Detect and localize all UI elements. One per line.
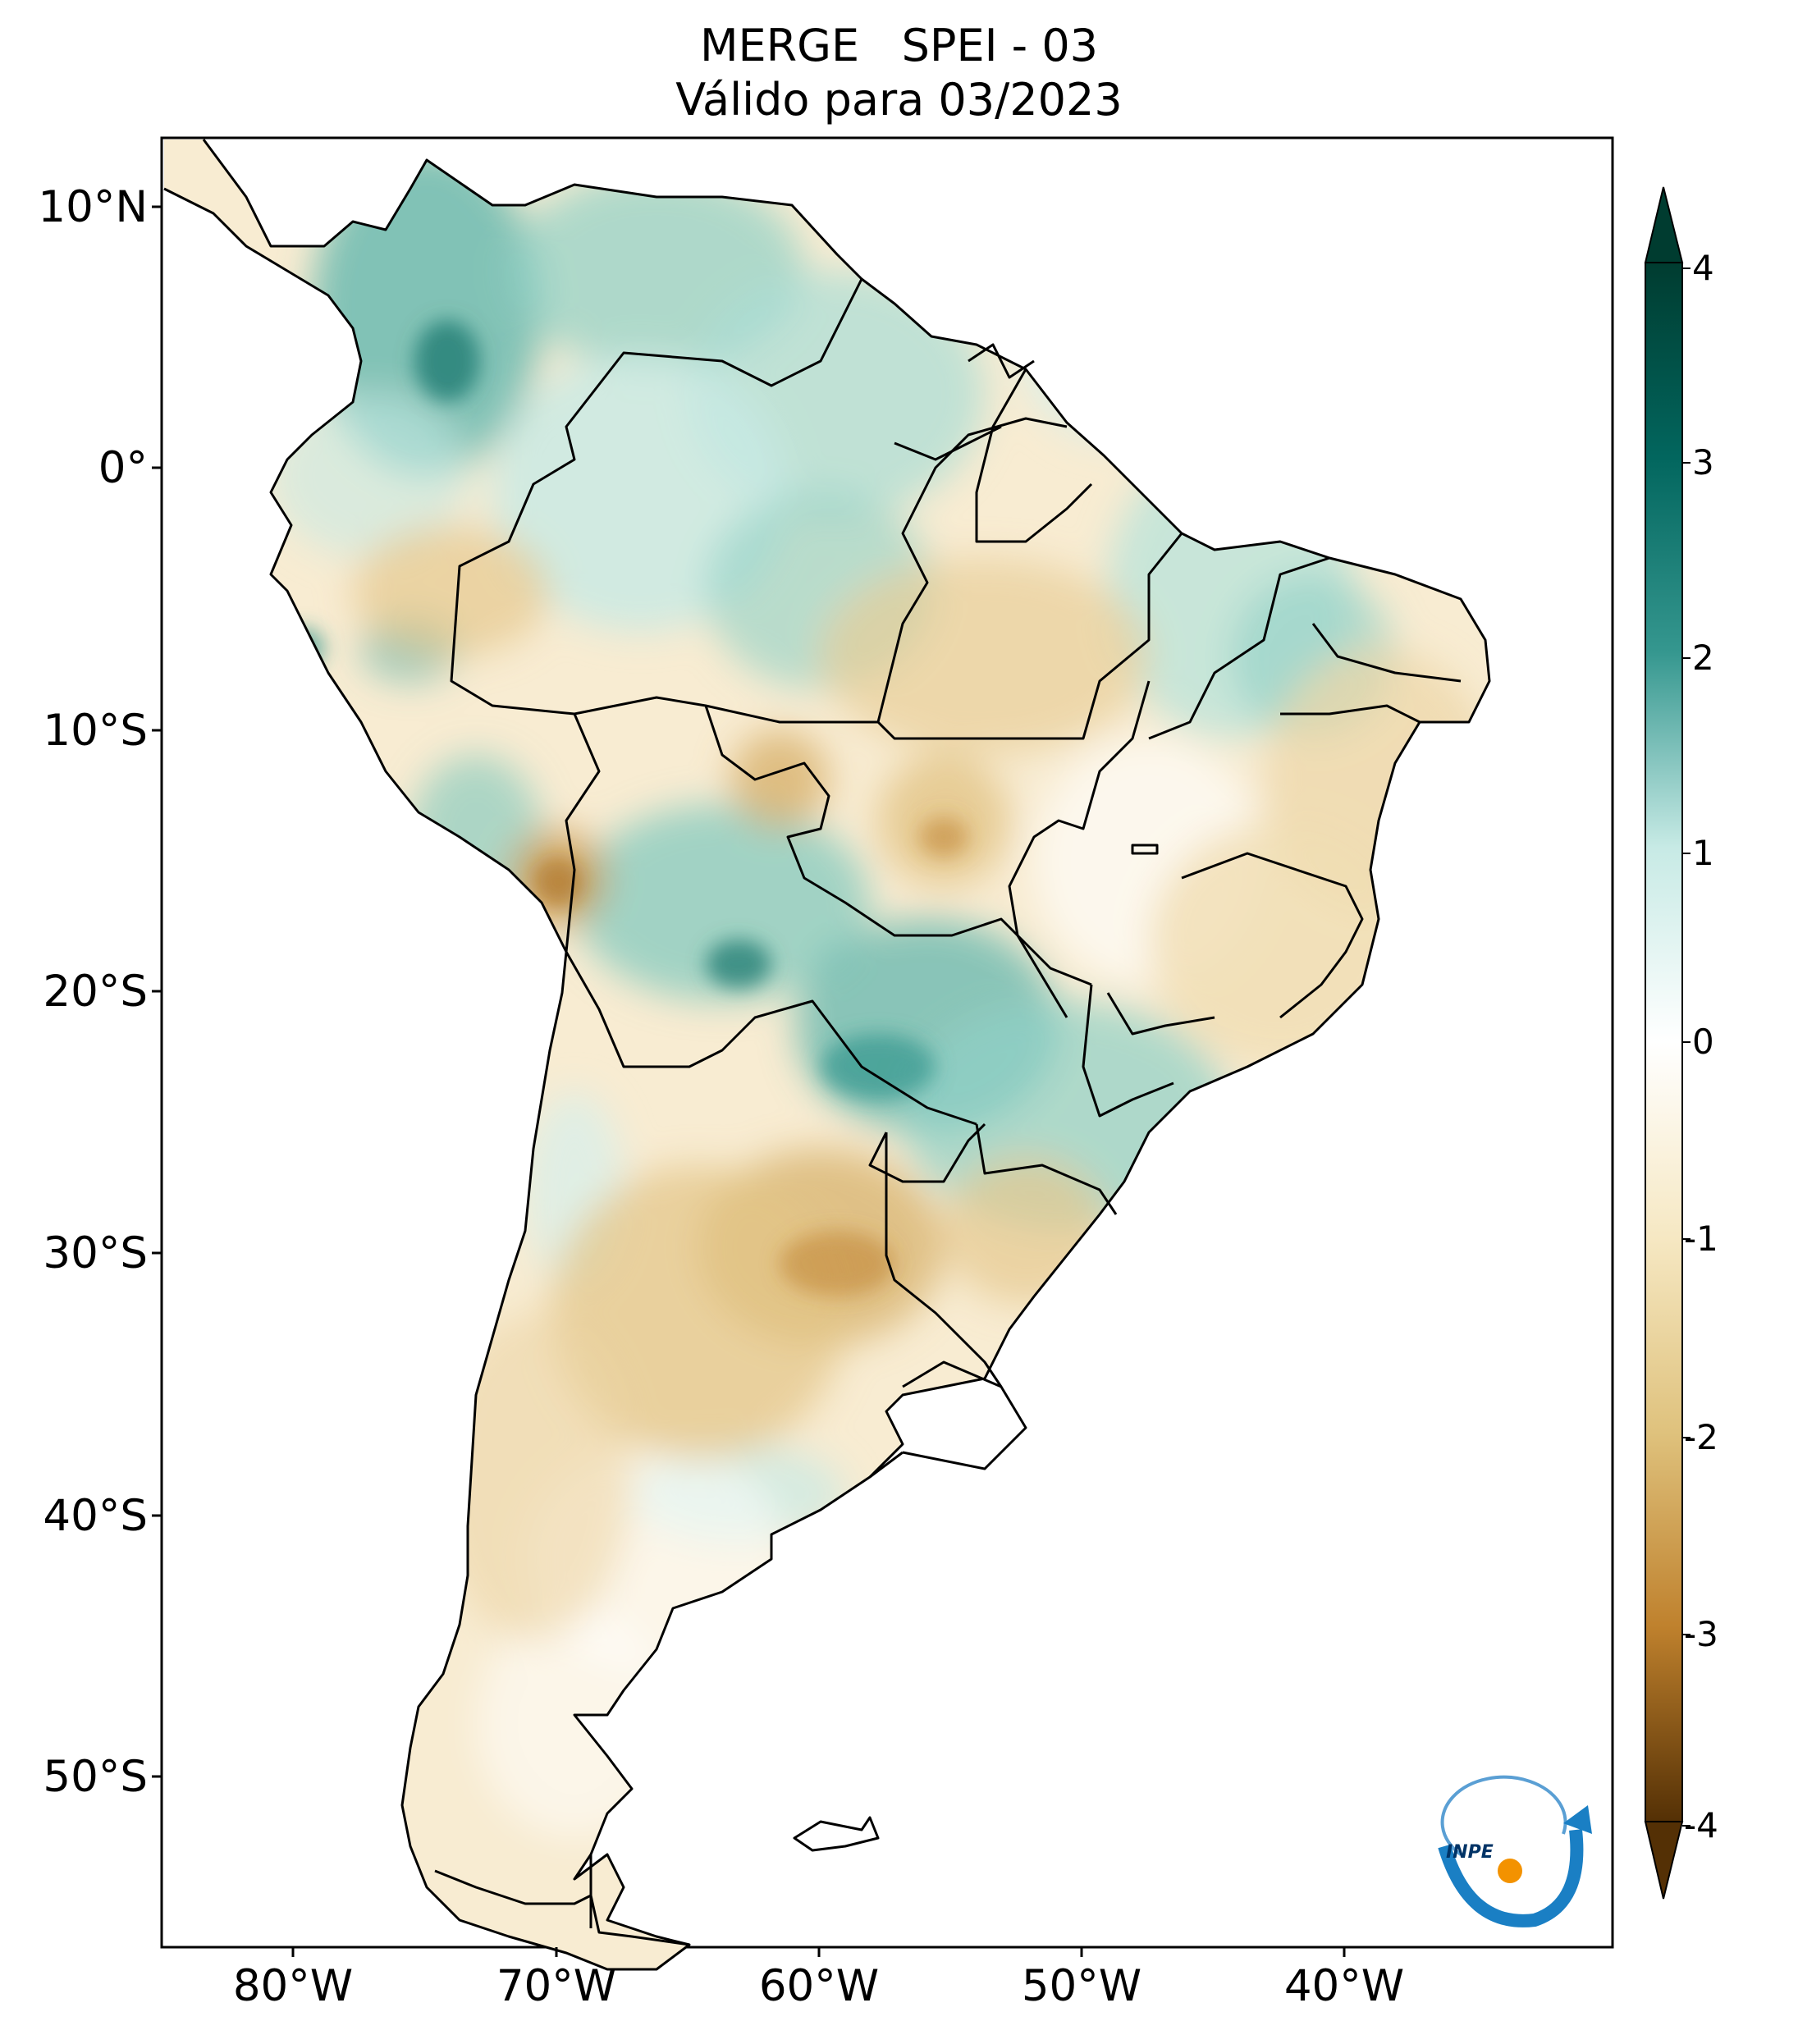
lon-tick-label: 80°W (232, 1961, 354, 2011)
lon-tick-label: 50°W (1021, 1961, 1142, 2011)
colorbar-tick-label: 0 (1692, 1022, 1714, 1062)
inpe-logo-text: INPE (1446, 1842, 1494, 1863)
colorbar-tick-label: 4 (1692, 248, 1714, 288)
colorbar-tick-label: -3 (1684, 1614, 1718, 1654)
colorbar-tick-label: -4 (1684, 1805, 1718, 1845)
colorbar-tick-label: -2 (1684, 1417, 1718, 1457)
colorbar-min-extension (1644, 1821, 1684, 1900)
lat-tick-label: 10°S (43, 706, 148, 756)
colorbar-tick-label: 1 (1692, 833, 1714, 873)
lat-tick-label: 10°N (38, 182, 148, 232)
colorbar-tick-label: 3 (1692, 442, 1714, 482)
colorbar-tick-label: -1 (1684, 1219, 1718, 1259)
colorbar-gradient (1645, 262, 1683, 1822)
lat-tick-label: 30°S (43, 1228, 148, 1278)
lat-tick-label: 20°S (43, 967, 148, 1017)
lon-tick-label: 60°W (758, 1961, 880, 2011)
lat-tick-label: 50°S (43, 1752, 148, 1802)
colorbar-max-extension (1644, 186, 1684, 263)
lat-tick-label: 40°S (43, 1491, 148, 1541)
map-subtitle: Válido para 03/2023 (675, 74, 1123, 126)
lon-tick-label: 40°W (1283, 1961, 1405, 2011)
lon-tick-label: 70°W (496, 1961, 617, 2011)
axis-ticks (152, 205, 1346, 1957)
map-title: MERGE SPEI - 03 (699, 20, 1099, 71)
colorbar-tick-label: 2 (1692, 638, 1714, 678)
lat-tick-label: 0° (98, 443, 148, 493)
inpe-logo-icon (1438, 1775, 1592, 1927)
country-borders (163, 139, 1491, 1971)
colorbar (1644, 186, 1690, 1900)
